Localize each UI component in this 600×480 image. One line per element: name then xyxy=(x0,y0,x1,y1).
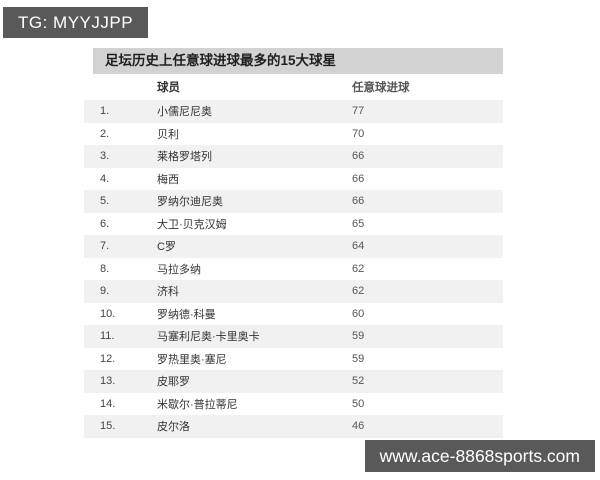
table-row: 6. 大卫·贝克汉姆 65 xyxy=(84,212,503,235)
table-row: 4. 梅西 66 xyxy=(84,167,503,190)
row-player: 罗纳尔迪尼奥 xyxy=(157,196,223,209)
row-rank: 15. xyxy=(100,420,116,433)
row-goals: 46 xyxy=(352,420,365,433)
row-rank: 5. xyxy=(100,195,110,208)
table-row: 7. C罗 64 xyxy=(84,235,503,258)
row-player: 莱格罗塔列 xyxy=(157,151,212,164)
row-goals: 60 xyxy=(352,307,365,320)
header-player-column: 球员 xyxy=(157,82,180,94)
row-rank: 12. xyxy=(100,352,116,365)
table-row: 11. 马塞利尼奥·卡里奥卡 59 xyxy=(84,325,503,348)
table-row: 15. 皮尔洛 46 xyxy=(84,415,503,438)
table-row: 1. 小儒尼尼奥 77 xyxy=(84,100,503,123)
tg-watermark-badge: TG: MYYJJPP xyxy=(3,7,149,38)
row-rank: 8. xyxy=(100,262,110,275)
row-player: 济科 xyxy=(157,286,179,299)
row-goals: 65 xyxy=(352,217,365,230)
table-body: 1. 小儒尼尼奥 77 2. 贝利 70 3. 莱格罗塔列 66 4. 梅西 6… xyxy=(84,100,503,438)
table-row: 5. 罗纳尔迪尼奥 66 xyxy=(84,190,503,213)
row-goals: 52 xyxy=(352,375,365,388)
row-goals: 66 xyxy=(352,195,365,208)
row-rank: 3. xyxy=(100,150,110,163)
free-kick-table: 足坛历史上任意球进球最多的15大球星 球员 任意球进球 1. 小儒尼尼奥 77 … xyxy=(84,48,503,438)
row-player: 马塞利尼奥·卡里奥卡 xyxy=(157,331,260,344)
site-url-watermark: www.ace-8868sports.com xyxy=(364,440,595,472)
row-rank: 6. xyxy=(100,217,110,230)
row-goals: 62 xyxy=(352,262,365,275)
table-row: 14. 米歇尔·普拉蒂尼 50 xyxy=(84,392,503,415)
table-row: 10. 罗纳德·科曼 60 xyxy=(84,302,503,325)
row-rank: 14. xyxy=(100,397,116,410)
row-goals: 64 xyxy=(352,240,365,253)
row-goals: 77 xyxy=(352,105,365,118)
row-rank: 4. xyxy=(100,172,110,185)
row-player: 罗热里奥·塞尼 xyxy=(157,353,227,366)
row-rank: 9. xyxy=(100,285,110,298)
row-goals: 59 xyxy=(352,352,365,365)
table-row: 9. 济科 62 xyxy=(84,280,503,303)
table-row: 13. 皮耶罗 52 xyxy=(84,370,503,393)
row-player: 马拉多纳 xyxy=(157,263,201,276)
table-row: 12. 罗热里奥·塞尼 59 xyxy=(84,347,503,370)
row-goals: 66 xyxy=(352,172,365,185)
row-goals: 66 xyxy=(352,150,365,163)
row-rank: 1. xyxy=(100,105,110,118)
row-rank: 2. xyxy=(100,127,110,140)
row-rank: 11. xyxy=(100,330,115,343)
row-goals: 62 xyxy=(352,285,365,298)
table-row: 3. 莱格罗塔列 66 xyxy=(84,145,503,168)
row-player: C罗 xyxy=(157,241,176,254)
table-row: 8. 马拉多纳 62 xyxy=(84,257,503,280)
row-player: 贝利 xyxy=(157,128,179,141)
row-rank: 7. xyxy=(100,240,110,253)
row-player: 大卫·贝克汉姆 xyxy=(157,218,227,231)
row-goals: 70 xyxy=(352,127,365,140)
row-rank: 10. xyxy=(100,307,116,320)
row-player: 皮耶罗 xyxy=(157,376,190,389)
table-row: 2. 贝利 70 xyxy=(84,122,503,145)
row-rank: 13. xyxy=(100,375,116,388)
row-player: 梅西 xyxy=(157,173,179,186)
table-title: 足坛历史上任意球进球最多的15大球星 xyxy=(93,48,503,74)
row-player: 罗纳德·科曼 xyxy=(157,308,216,321)
row-player: 米歇尔·普拉蒂尼 xyxy=(157,398,238,411)
row-goals: 50 xyxy=(352,397,365,410)
header-goals-column: 任意球进球 xyxy=(352,82,410,94)
row-player: 皮尔洛 xyxy=(157,421,190,434)
row-player: 小儒尼尼奥 xyxy=(157,106,212,119)
row-goals: 59 xyxy=(352,330,365,343)
table-header-row: 球员 任意球进球 xyxy=(84,74,503,100)
